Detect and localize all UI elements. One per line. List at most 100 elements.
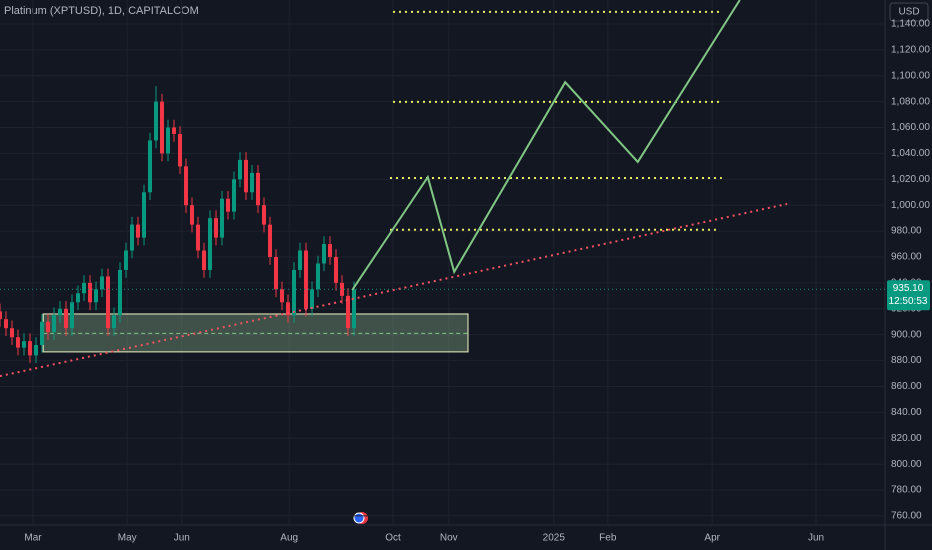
candle-body [76, 293, 80, 303]
y-tick-label: 1,060.00 [891, 122, 930, 133]
candle-body [142, 192, 146, 238]
candle-body [10, 328, 14, 338]
currency: USD [898, 7, 919, 18]
y-tick-label: 760.00 [891, 511, 922, 522]
y-tick-label: 1,040.00 [891, 148, 930, 159]
candle-body [232, 179, 236, 212]
candle-body [352, 289, 356, 329]
candle-body [82, 282, 86, 294]
candle-body [316, 263, 320, 290]
x-tick-label: Apr [704, 533, 720, 544]
candle-body [214, 218, 218, 238]
candle-body [40, 321, 44, 346]
x-tick-label: Nov [440, 533, 458, 544]
y-tick-label: 1,120.00 [891, 44, 930, 55]
candle-body [328, 244, 332, 257]
candle-body [16, 337, 20, 348]
candle-body [196, 224, 200, 251]
candle-body [178, 134, 182, 167]
candle-body [244, 159, 248, 193]
x-tick-label: May [118, 533, 137, 544]
candle-body [88, 282, 92, 303]
candle-body [94, 289, 98, 303]
y-tick-label: 820.00 [891, 433, 922, 444]
currency-box[interactable] [889, 2, 929, 22]
candle-body [172, 127, 176, 135]
candle-body [154, 101, 158, 141]
candle-body [340, 282, 344, 296]
event-icon[interactable] [353, 512, 368, 524]
x-tick-label: Aug [280, 533, 298, 544]
candle-body [292, 269, 296, 316]
x-tick-label: Feb [599, 533, 617, 544]
candle-body [4, 319, 8, 329]
countdown-label: 12:50:53 [889, 296, 928, 307]
y-tick-label: 900.00 [891, 329, 922, 340]
candle-body [304, 250, 308, 309]
candle-body [34, 345, 38, 356]
candle-body [112, 315, 116, 329]
candle-body [160, 101, 164, 154]
candle-body [202, 250, 206, 270]
candle-body [148, 140, 152, 193]
y-tick-label: 1,000.00 [891, 200, 930, 211]
candle-body [124, 250, 128, 270]
y-tick-label: 1,140.00 [891, 19, 930, 30]
candle-body [130, 224, 134, 251]
candle-body [208, 218, 212, 270]
candle-body [286, 302, 290, 316]
candle-body [46, 321, 50, 333]
candle-body [64, 308, 68, 329]
chart-title: Platinum (XPTUSD), 1D, CAPITALCOM [4, 5, 199, 17]
y-tick-label: 1,020.00 [891, 174, 930, 185]
candle-body [274, 256, 278, 290]
x-tick-label: Jun [174, 533, 190, 544]
y-tick-label: 780.00 [891, 485, 922, 496]
candle-body [256, 172, 260, 206]
y-tick-label: 980.00 [891, 226, 922, 237]
candle-body [58, 308, 62, 316]
x-tick-label: Oct [385, 533, 401, 544]
candle-body [100, 276, 104, 290]
candle-body [268, 224, 272, 257]
candle-body [226, 198, 230, 212]
candle-body [310, 289, 314, 309]
candle-body [346, 295, 350, 329]
event-dot [353, 512, 365, 524]
last-price-box [887, 280, 930, 311]
candle-body [238, 159, 242, 180]
y-tick-label: 840.00 [891, 407, 922, 418]
y-tick-label: 880.00 [891, 355, 922, 366]
candle-body [280, 289, 284, 303]
candle-body [322, 244, 326, 264]
candle-body [22, 341, 26, 348]
candle-body [0, 311, 2, 320]
y-tick-label: 1,080.00 [891, 96, 930, 107]
y-tick-label: 860.00 [891, 381, 922, 392]
candle-body [118, 269, 122, 316]
candle-body [190, 205, 194, 225]
x-tick-label: 2025 [543, 533, 566, 544]
candle-body [334, 256, 338, 283]
y-tick-label: 800.00 [891, 459, 922, 470]
candle-body [220, 198, 224, 238]
x-tick-label: Jun [808, 533, 824, 544]
candle-body [52, 315, 56, 333]
projection-path [351, 0, 741, 291]
candle-body [166, 127, 170, 154]
candle-body [262, 205, 266, 225]
candle-body [298, 250, 302, 270]
candle-body [136, 224, 140, 238]
y-tick-label: 960.00 [891, 252, 922, 263]
candle-body [184, 166, 188, 206]
candle-body [106, 276, 110, 329]
last-price-label: 935.10 [893, 283, 924, 294]
x-tick-label: Mar [24, 533, 42, 544]
candle-body [70, 302, 74, 329]
y-tick-label: 1,100.00 [891, 70, 930, 81]
candle-body [28, 341, 32, 356]
trendline [0, 202, 788, 378]
